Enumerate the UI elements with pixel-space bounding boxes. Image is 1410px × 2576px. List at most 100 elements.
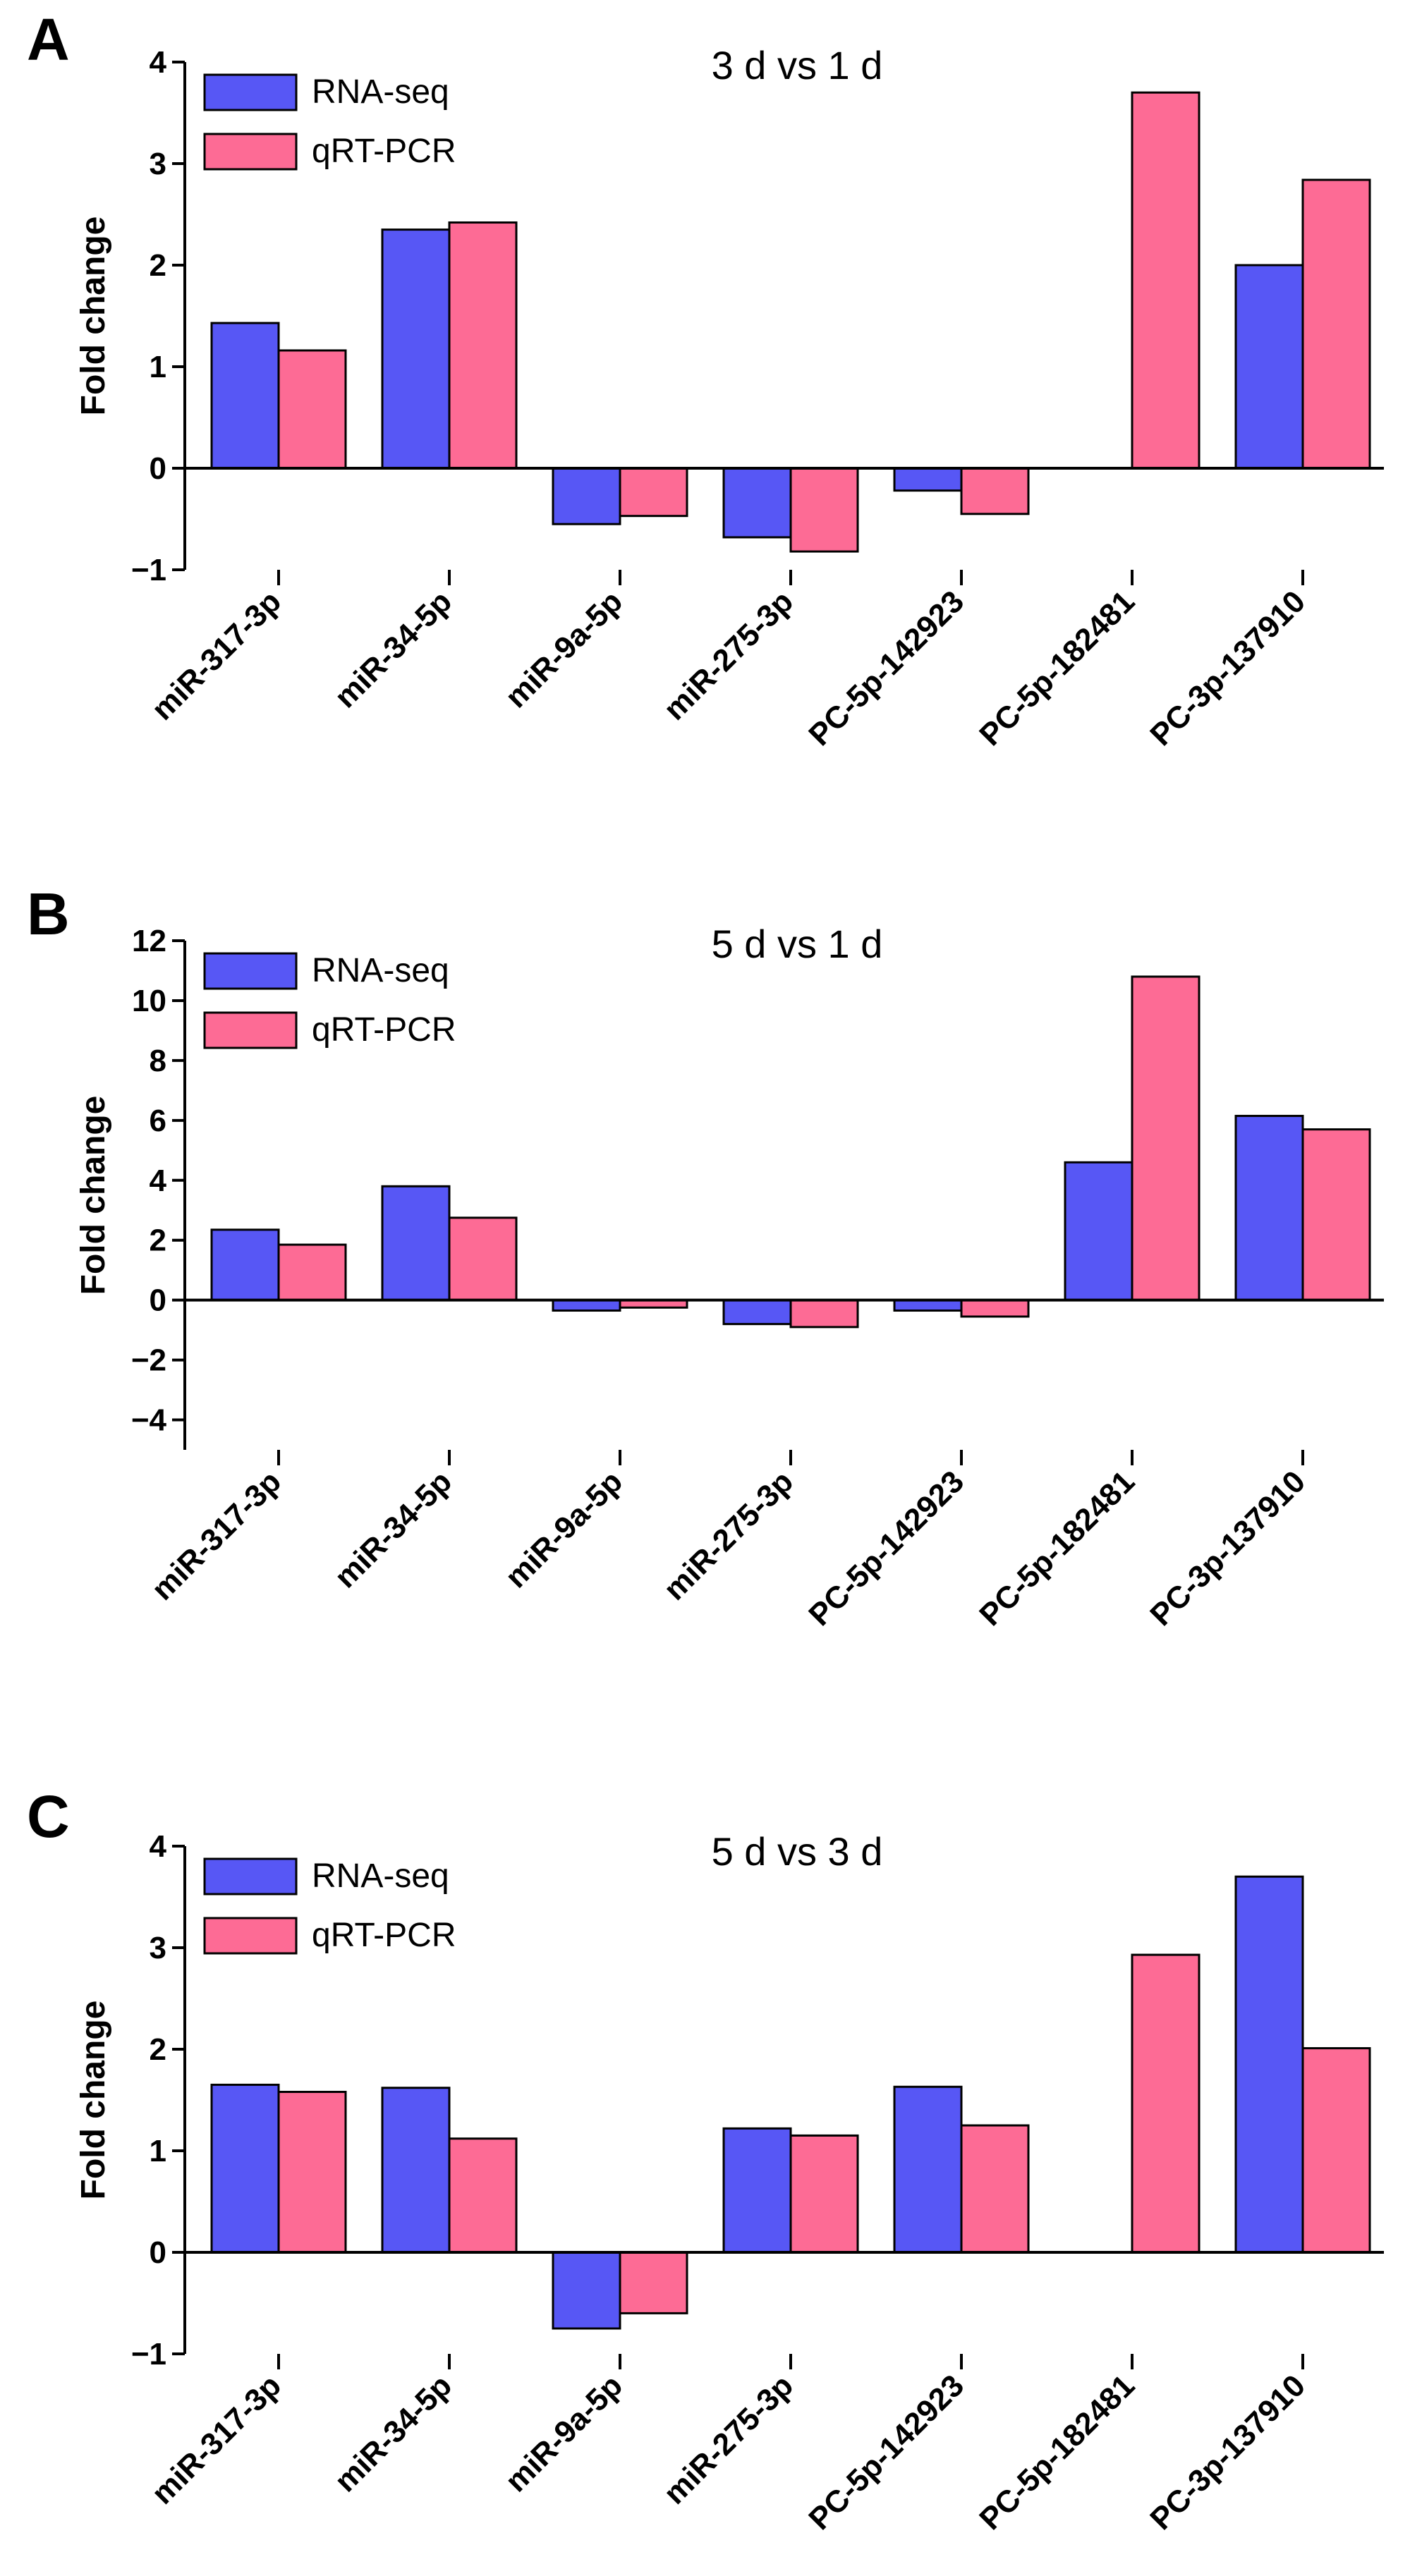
chart-title: 5 d vs 3 d xyxy=(712,1829,883,1874)
y-axis-label: Fold change xyxy=(75,216,112,416)
bar-rnaseq-mir-34-5p xyxy=(381,1185,451,1302)
x-tick-label: PC-5p-182481 xyxy=(973,2368,1141,2537)
chart-panel-a: A 3 d vs 1 d Fold change −1 0 1 2 3 4 miR-317-3p m… xyxy=(27,6,1384,752)
bar-rnaseq-mir-34-5p xyxy=(381,2087,451,2254)
x-tick-label: PC-5p-182481 xyxy=(973,1464,1141,1632)
legend-label-qrtpcr: qRT-PCR xyxy=(312,1011,456,1049)
x-tick-label: miR-317-3p xyxy=(145,584,288,726)
bar-rnaseq-mir-275-3p xyxy=(722,2127,792,2254)
legend-label-rnaseq: RNA-seq xyxy=(312,73,449,111)
y-tick-label: 3 xyxy=(150,1931,166,1965)
bar-rnaseq-mir-275-3p xyxy=(722,1299,792,1326)
y-tick-label: 1 xyxy=(150,350,166,384)
bar-qrtpcr-pc-5p-182481 xyxy=(1131,1953,1201,2254)
y-tick-label: 0 xyxy=(150,2235,166,2270)
x-tick-label: PC-5p-142923 xyxy=(802,584,971,752)
x-tick-label: PC-5p-182481 xyxy=(973,584,1141,752)
bar-rnaseq-pc-5p-142923 xyxy=(893,2085,963,2254)
chart-title: 3 d vs 1 d xyxy=(712,43,883,87)
bar-qrtpcr-pc-5p-182481 xyxy=(1131,975,1201,1302)
bar-rnaseq-pc-5p-182481 xyxy=(1064,1161,1134,1302)
x-tick-label: PC-5p-142923 xyxy=(802,2368,971,2537)
chart-panel-b: B 5 d vs 1 d Fold change −4 −2 0 2 4 6 8 10 12 miR-3… xyxy=(27,881,1384,1632)
bar-qrtpcr-mir-317-3p xyxy=(277,349,347,470)
y-tick-label: −4 xyxy=(131,1403,167,1438)
y-tick-label: 6 xyxy=(150,1104,166,1138)
x-tick-label: miR-317-3p xyxy=(145,1464,288,1606)
legend-label-rnaseq: RNA-seq xyxy=(312,952,449,989)
panel-letter: B xyxy=(27,881,70,947)
x-tick-label: miR-9a-5p xyxy=(499,584,629,714)
legend-swatch-rnaseq xyxy=(203,73,298,111)
x-tick-label: PC-3p-137910 xyxy=(1143,584,1312,752)
bar-qrtpcr-pc-3p-137910 xyxy=(1301,178,1371,470)
y-tick-label: 0 xyxy=(150,1283,166,1318)
y-tick-label: 1 xyxy=(150,2134,166,2168)
bar-rnaseq-mir-317-3p xyxy=(210,322,280,470)
bar-rnaseq-mir-317-3p xyxy=(210,1228,280,1302)
bar-qrtpcr-pc-5p-182481 xyxy=(1131,91,1201,470)
bar-qrtpcr-pc-5p-142923 xyxy=(960,2124,1030,2254)
x-tick-label: miR-34-5p xyxy=(328,584,458,714)
bar-qrtpcr-mir-275-3p xyxy=(789,1299,859,1329)
bar-rnaseq-mir-34-5p xyxy=(381,228,451,470)
y-axis-label: Fold change xyxy=(75,2001,112,2200)
bar-rnaseq-mir-275-3p xyxy=(722,467,792,539)
y-tick-label: 2 xyxy=(150,248,166,283)
bar-rnaseq-pc-3p-137910 xyxy=(1234,1875,1304,2254)
bar-qrtpcr-mir-34-5p xyxy=(448,2137,518,2254)
bar-qrtpcr-mir-275-3p xyxy=(789,2134,859,2254)
bar-qrtpcr-mir-9a-5p xyxy=(619,467,688,518)
y-tick-label: −1 xyxy=(131,2337,166,2371)
bar-rnaseq-mir-9a-5p xyxy=(552,2251,621,2330)
bar-rnaseq-pc-5p-142923 xyxy=(893,467,963,492)
bar-qrtpcr-mir-9a-5p xyxy=(619,2251,688,2314)
bar-qrtpcr-mir-317-3p xyxy=(277,1243,347,1302)
panel-letter: A xyxy=(27,6,70,73)
bar-qrtpcr-mir-34-5p xyxy=(448,1216,518,1302)
bar-qrtpcr-pc-3p-137910 xyxy=(1301,2047,1371,2254)
y-tick-label: −1 xyxy=(131,553,166,587)
bar-qrtpcr-pc-3p-137910 xyxy=(1301,1128,1371,1302)
x-tick-label: miR-275-3p xyxy=(657,584,800,726)
x-tick-label: miR-9a-5p xyxy=(499,1464,629,1594)
bar-rnaseq-mir-9a-5p xyxy=(552,1299,621,1312)
bar-rnaseq-mir-317-3p xyxy=(210,2083,280,2254)
x-tick-label: miR-317-3p xyxy=(145,2368,288,2510)
chart-title: 5 d vs 1 d xyxy=(712,922,883,966)
y-tick-label: 2 xyxy=(150,1223,166,1258)
legend-swatch-qrtpcr xyxy=(203,1011,298,1049)
y-tick-label: 4 xyxy=(150,1829,167,1864)
bar-qrtpcr-pc-5p-142923 xyxy=(960,1299,1030,1318)
legend-swatch-qrtpcr xyxy=(203,133,298,171)
bar-qrtpcr-mir-317-3p xyxy=(277,2090,347,2254)
legend-label-qrtpcr: qRT-PCR xyxy=(312,133,456,170)
y-tick-label: −2 xyxy=(131,1343,166,1378)
x-tick-label: miR-275-3p xyxy=(657,2368,800,2510)
legend-swatch-qrtpcr xyxy=(203,1917,298,1955)
x-tick-label: miR-34-5p xyxy=(328,2368,458,2498)
y-tick-label: 12 xyxy=(132,924,166,958)
bar-rnaseq-pc-3p-137910 xyxy=(1234,264,1304,470)
y-tick-label: 10 xyxy=(132,984,166,1018)
bar-qrtpcr-pc-5p-142923 xyxy=(960,467,1030,515)
y-tick-label: 4 xyxy=(150,45,167,80)
y-tick-label: 8 xyxy=(150,1044,166,1078)
bar-rnaseq-mir-9a-5p xyxy=(552,467,621,525)
bar-qrtpcr-mir-34-5p xyxy=(448,221,518,470)
x-tick-label: PC-3p-137910 xyxy=(1143,1464,1312,1632)
y-tick-label: 2 xyxy=(150,2032,166,2067)
legend-label-qrtpcr: qRT-PCR xyxy=(312,1917,456,1954)
legend-label-rnaseq: RNA-seq xyxy=(312,1857,449,1895)
y-tick-label: 3 xyxy=(150,147,166,181)
x-tick-label: miR-34-5p xyxy=(328,1464,458,1594)
y-axis-label: Fold change xyxy=(75,1096,112,1295)
legend-swatch-rnaseq xyxy=(203,952,298,990)
legend-swatch-rnaseq xyxy=(203,1857,298,1896)
y-tick-label: 4 xyxy=(150,1164,167,1198)
bar-rnaseq-pc-3p-137910 xyxy=(1234,1114,1304,1302)
bar-qrtpcr-mir-275-3p xyxy=(789,467,859,553)
x-tick-label: miR-275-3p xyxy=(657,1464,800,1606)
